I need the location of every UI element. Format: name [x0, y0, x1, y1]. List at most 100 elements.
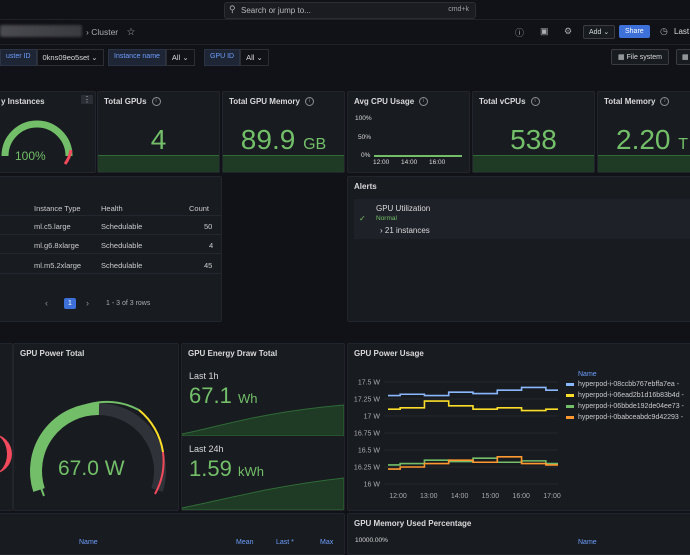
panel-title-text: Total GPUs — [104, 97, 147, 106]
column-header-max[interactable]: Max — [320, 539, 334, 546]
y-tick: 0% — [361, 152, 371, 159]
stat-value: 2.20 T — [616, 124, 688, 156]
panel-instance-table: Instance Type Health Count ml.c5.large S… — [0, 176, 222, 322]
variable-gpu-id[interactable]: GPU ID All ⌄ — [204, 49, 269, 66]
breadcrumb-current[interactable]: Cluster — [91, 27, 119, 37]
stat-value: 4 — [150, 124, 167, 155]
x-tick: 16:00 — [429, 159, 446, 166]
settings-icon[interactable]: ⚙ — [564, 26, 573, 36]
variable-value-text: 0kns09eo5set — [42, 53, 90, 62]
alert-rule-name: GPU Utilization — [376, 204, 431, 213]
info-icon[interactable]: ⓘ — [515, 28, 525, 38]
variable-label: GPU ID — [204, 49, 241, 66]
time-range-label[interactable]: Last — [674, 27, 690, 36]
panel-title: Total Memory i — [604, 97, 670, 107]
page-button[interactable]: 1 — [64, 298, 76, 309]
x-tick-label: 13:00 — [420, 493, 438, 500]
x-tick-label: 16:00 — [512, 493, 530, 500]
panel-gpu-energy: GPU Energy Draw Total Last 1h 67.1 Wh La… — [181, 343, 345, 511]
prev-page-icon[interactable]: ‹ — [45, 298, 48, 308]
panel-bottom-left: Name Mean Last * Max — [0, 513, 345, 555]
clock-icon[interactable]: ◷ — [660, 26, 668, 36]
gauge-value: 67.0 W — [58, 457, 125, 480]
stat-unit: T — [678, 136, 689, 153]
save-icon[interactable]: ▣ — [540, 26, 549, 36]
energy-1h-sparkline — [182, 404, 344, 436]
stat-number: 89.9 — [240, 124, 296, 155]
panel-healthy-instances: y Instances ⋮ 100% — [0, 91, 96, 173]
add-button[interactable]: Add ⌄ — [583, 25, 616, 39]
energy-1h-unit: Wh — [237, 391, 258, 406]
panel-title: GPU Memory Used Percentage — [354, 519, 472, 528]
panel-gpu-power-usage: GPU Power Usage 17.5 W 17.25 W 17 W 16.75 W… — [347, 343, 690, 511]
energy-24h-label: Last 24h — [189, 444, 224, 454]
legend-swatch — [566, 382, 574, 386]
check-icon: ✓ — [359, 214, 366, 223]
x-tick-label: 12:00 — [389, 493, 407, 500]
column-header[interactable]: Count — [189, 204, 210, 213]
variable-value[interactable]: 0kns09eo5set ⌄ — [36, 49, 104, 66]
x-tick: 14:00 — [401, 159, 418, 166]
panel-title: y Instances — [1, 97, 45, 106]
gauge-value: 100% — [15, 149, 46, 163]
variable-label: Instance name — [108, 49, 166, 66]
star-icon[interactable]: ☆ — [126, 27, 136, 38]
sparkline — [98, 155, 219, 172]
cell-health: Schedulable — [101, 222, 143, 231]
power-usage-chart: 17.5 W 17.25 W 17 W 16.75 W 16.5 W 16.25 W 16 … — [354, 380, 561, 501]
panel-gpu-power-total: GPU Power Total 67.0 W — [13, 343, 179, 511]
cpu-line — [374, 155, 462, 157]
y-tick-label: 17 W — [364, 414, 381, 421]
variable-cluster[interactable]: uster ID 0kns09eo5set ⌄ — [0, 49, 104, 66]
info-icon[interactable]: i — [530, 97, 540, 107]
info-icon[interactable]: i — [151, 97, 161, 107]
alert-state: Normal — [376, 215, 397, 222]
energy-1h-number: 67.1 — [189, 383, 232, 408]
search-bar[interactable]: ⚲ Search or jump to... cmd+k — [224, 2, 476, 19]
legend-item[interactable]: hyperpod-i-06bbde192de04ee73 - — [566, 403, 684, 410]
panel-title-text: Avg CPU Usage — [354, 97, 415, 106]
variable-value[interactable]: All ⌄ — [240, 49, 269, 66]
y-tick-label: 16 W — [364, 482, 381, 489]
info-icon[interactable]: i — [660, 97, 670, 107]
stat-number: 2.20 — [616, 124, 671, 155]
x-tick-label: 14:00 — [451, 493, 469, 500]
cell-count: 45 — [204, 261, 213, 270]
more-button[interactable]: ▦ — [676, 49, 690, 65]
panel-title-text: Total GPU Memory — [229, 97, 300, 106]
toolbar — [0, 19, 690, 45]
panel-left-gauge-partial — [0, 343, 13, 511]
y-tick: 50% — [358, 134, 372, 141]
column-header[interactable]: Health — [101, 204, 123, 213]
panel-title: Total GPUs i — [104, 97, 161, 107]
stat-unit: GB — [303, 136, 327, 153]
file-system-button[interactable]: ▦ File system — [611, 49, 669, 65]
share-button[interactable]: Share — [619, 25, 650, 38]
sparkline — [223, 155, 344, 172]
energy-24h-unit: kWh — [237, 464, 264, 479]
variable-value[interactable]: All ⌄ — [165, 49, 195, 66]
panel-total-memory: Total Memory i 2.20 T — [597, 91, 690, 173]
column-header-name[interactable]: Name — [79, 539, 98, 546]
alert-rule[interactable]: GPU Utilization ✓ Normal › 21 instances — [354, 199, 690, 239]
series-line — [388, 456, 558, 470]
panel-alerts: Alerts GPU Utilization ✓ Normal › 21 ins… — [347, 176, 690, 322]
info-icon[interactable]: i — [304, 97, 314, 107]
legend-header: Name — [578, 539, 597, 546]
panel-title: Total GPU Memory i — [229, 97, 314, 107]
sparkline — [598, 155, 690, 172]
cell-instance-type: ml.m5.2xlarge — [34, 261, 82, 270]
panel-menu-icon[interactable]: ⋮ — [81, 95, 93, 104]
legend-item[interactable]: hyperpod-i-06ead2b1d16b83b4d - — [566, 392, 684, 399]
legend-swatch — [566, 415, 574, 419]
variable-instance-name[interactable]: Instance name All ⌄ — [108, 49, 195, 66]
next-page-icon[interactable]: › — [86, 298, 89, 308]
energy-24h-number: 1.59 — [189, 456, 232, 481]
legend-item[interactable]: hyperpod-i-0babceabdc9d42293 - — [566, 414, 684, 421]
column-header-mean[interactable]: Mean — [236, 539, 254, 546]
column-header-last[interactable]: Last * — [276, 539, 294, 546]
info-icon[interactable]: i — [419, 97, 429, 107]
alert-instances[interactable]: › 21 instances — [380, 226, 430, 235]
column-header[interactable]: Instance Type — [34, 204, 81, 213]
legend-item[interactable]: hyperpod-i-08ccbb767ebffa7ea - — [566, 381, 684, 388]
